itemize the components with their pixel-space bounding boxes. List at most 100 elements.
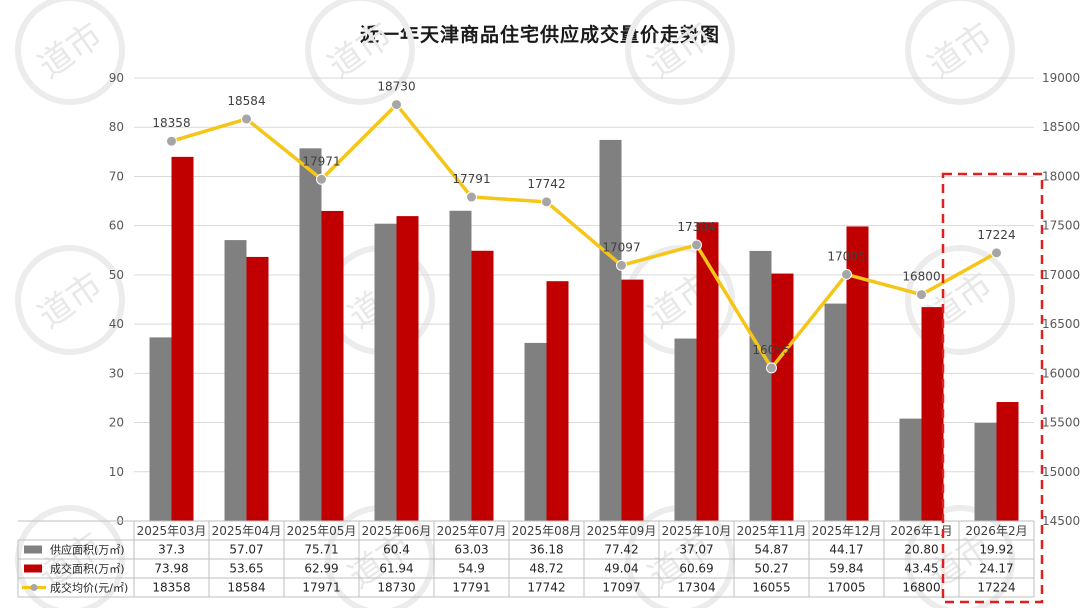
watermark-text: 道市 [921, 15, 1000, 87]
y-right-tick-label: 19000 [1042, 71, 1080, 85]
price-point [841, 268, 852, 280]
price-data-label: 18730 [377, 80, 415, 94]
y-right-tick-label: 18500 [1042, 120, 1080, 134]
bar-supply [674, 338, 697, 521]
highlight-box [941, 172, 1044, 604]
bar-deal [246, 256, 269, 521]
x-tick-label: 2025年05月 [287, 524, 357, 538]
table-cell: 59.84 [829, 562, 863, 576]
table-cell: 57.07 [229, 543, 263, 557]
table-cell: 60.69 [679, 562, 713, 576]
table-cell: 17097 [602, 581, 640, 595]
bar-deal [696, 222, 719, 522]
x-tick-label: 2025年03月 [137, 524, 207, 538]
bar-supply [599, 139, 622, 521]
table-cell: 17224 [977, 581, 1015, 595]
price-point [316, 173, 327, 185]
table-cell: 49.04 [604, 562, 638, 576]
legend-label: 成交面积(万㎡) [50, 562, 125, 576]
watermark-text: 道市 [31, 265, 110, 337]
x-tick-label: 2025年09月 [587, 524, 657, 538]
table-cell: 48.72 [529, 562, 563, 576]
price-data-label: 17097 [602, 240, 640, 254]
bar-supply [374, 223, 397, 521]
bar-supply [899, 418, 922, 521]
y-left-tick-label: 90 [109, 71, 124, 85]
table-cell: 77.42 [604, 543, 638, 557]
bar-supply [524, 342, 547, 521]
y-left-tick-label: 80 [109, 120, 124, 134]
y-left-tick-label: 50 [109, 268, 124, 282]
price-point [391, 99, 402, 111]
bar-deal [321, 210, 344, 521]
table-cell: 37.07 [679, 543, 713, 557]
price-point [991, 247, 1002, 259]
price-point [691, 239, 702, 251]
y-left-tick-label: 30 [109, 366, 124, 380]
y-right-tick-label: 15500 [1042, 416, 1080, 430]
price-point [616, 259, 627, 271]
x-tick-label: 2025年12月 [812, 524, 882, 538]
y-left-tick-label: 60 [109, 219, 124, 233]
x-tick-label: 2025年04月 [212, 524, 282, 538]
bar-supply [224, 240, 247, 521]
table-cell: 16800 [902, 581, 940, 595]
price-point [766, 362, 777, 374]
table-cell: 36.18 [529, 543, 563, 557]
price-data-label: 17791 [452, 172, 490, 186]
bar-deal [921, 307, 944, 521]
bar-deal [771, 273, 794, 521]
bar-deal [396, 216, 419, 521]
table-cell: 54.9 [458, 562, 485, 576]
y-right-tick-label: 14500 [1042, 514, 1080, 528]
bar-deal [471, 250, 494, 521]
price-line [171, 102, 998, 370]
table-cell: 20.80 [904, 543, 938, 557]
x-tick-label: 2025年10月 [662, 524, 732, 538]
watermark-text: 道市 [321, 15, 400, 87]
x-tick-label: 2025年08月 [512, 524, 582, 538]
y-right-tick-label: 16000 [1042, 366, 1080, 380]
legend-swatch [30, 584, 38, 591]
x-tick-label: 2025年11月 [737, 524, 807, 538]
y-right-tick-label: 18000 [1042, 169, 1080, 183]
table-cell: 18584 [227, 581, 265, 595]
y-right-tick-label: 16500 [1042, 317, 1080, 331]
x-tick-label: 2026年2月 [965, 524, 1027, 538]
price-data-label: 18584 [227, 94, 265, 108]
bar-supply [149, 337, 172, 521]
y-left-tick-label: 40 [109, 317, 124, 331]
table-cell: 53.65 [229, 562, 263, 576]
table-cell: 44.17 [829, 543, 863, 557]
watermark-ring [15, 245, 125, 355]
table-cell: 17005 [827, 581, 865, 595]
x-tick-label: 2025年07月 [437, 524, 507, 538]
legend-label: 供应面积(万㎡) [50, 543, 125, 557]
table-cell: 75.71 [304, 543, 338, 557]
table-cell: 18358 [152, 581, 190, 595]
bar-supply [449, 210, 472, 522]
price-data-label: 17224 [977, 228, 1015, 242]
watermark-ring [905, 245, 1015, 355]
bar-supply [974, 422, 997, 521]
price-point [241, 113, 252, 125]
table-cell: 17742 [527, 581, 565, 595]
table-cell: 24.17 [979, 562, 1013, 576]
x-tick-label: 2025年06月 [362, 524, 432, 538]
price-point [541, 196, 552, 208]
price-data-label: 18358 [152, 116, 190, 130]
watermark-ring [905, 505, 1015, 608]
price-data-label: 17742 [527, 177, 565, 191]
x-tick-label: 2026年1月 [890, 524, 952, 538]
watermark-text: 道市 [641, 15, 720, 87]
y-right-tick-label: 15000 [1042, 465, 1080, 479]
y-left-tick-label: 10 [109, 465, 124, 479]
bar-deal [846, 226, 869, 521]
price-data-label: 17971 [302, 154, 340, 168]
table-cell: 73.98 [154, 562, 188, 576]
y-left-tick-label: 20 [109, 416, 124, 430]
bar-supply [749, 250, 772, 521]
table-cell: 60.4 [383, 543, 410, 557]
watermark-ring [305, 0, 415, 105]
table-cell: 16055 [752, 581, 790, 595]
